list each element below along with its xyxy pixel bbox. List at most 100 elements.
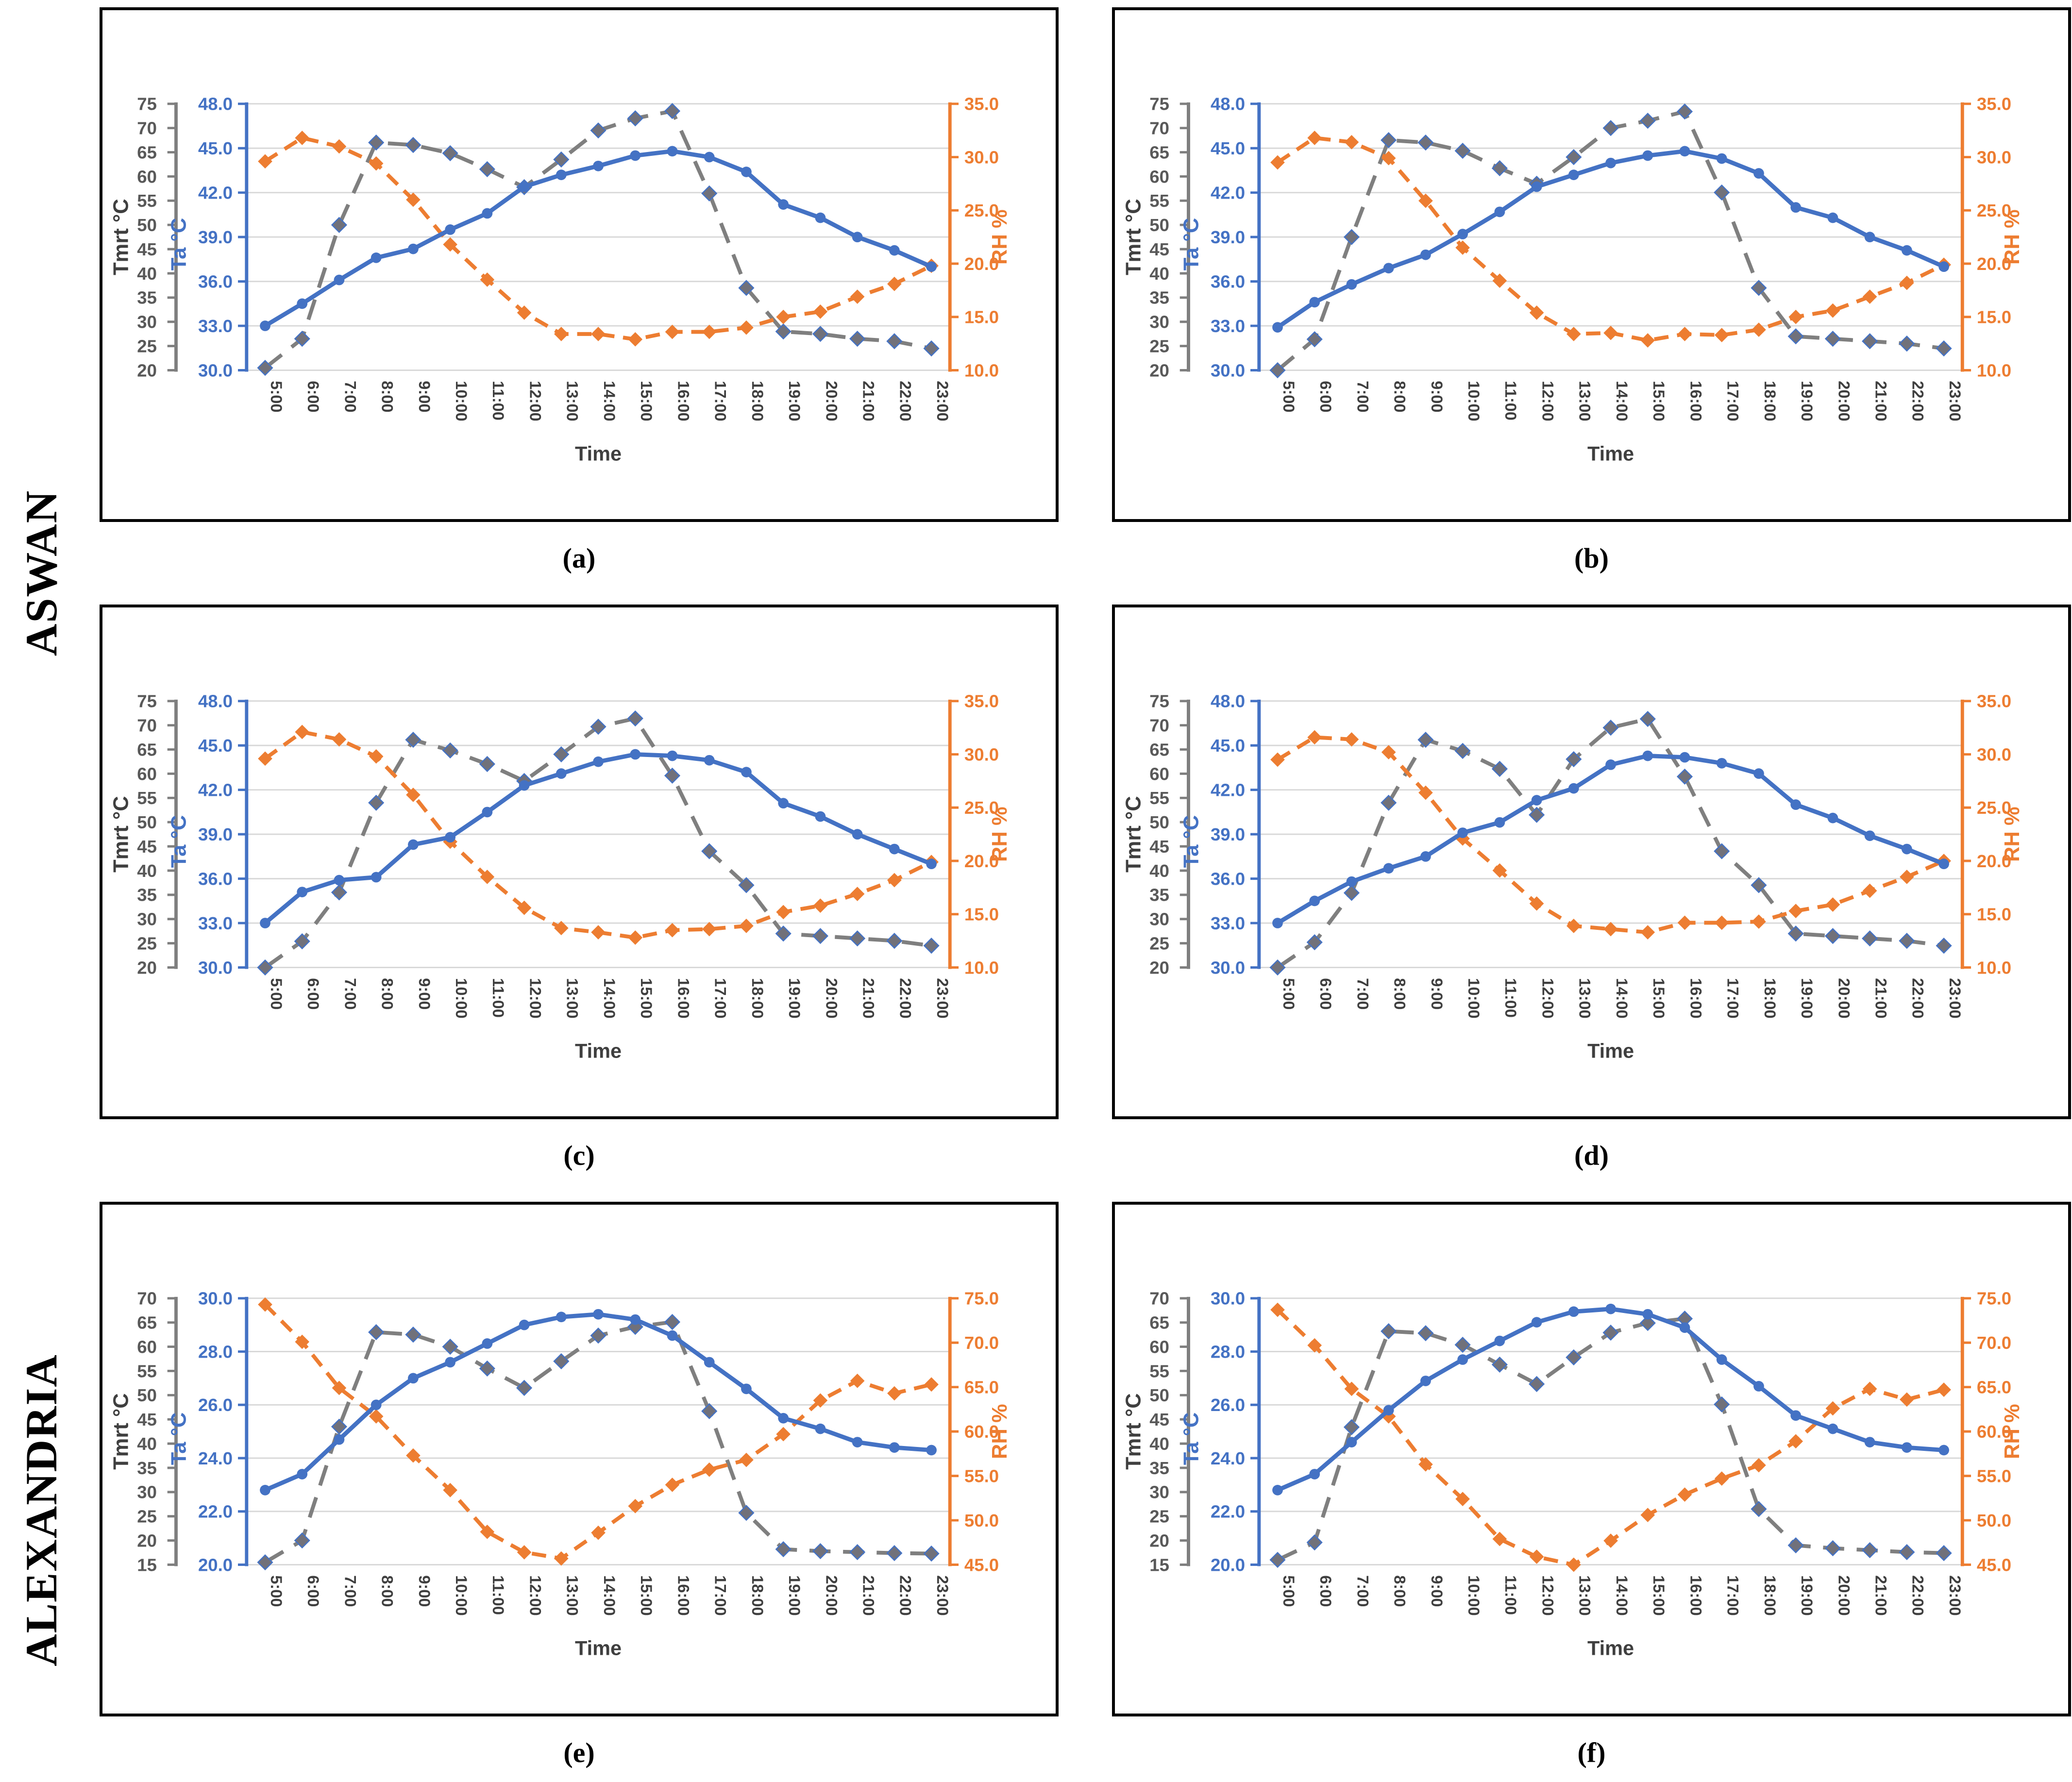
x-tick-label: 14:00 [601,1575,619,1615]
rh-tick-label: 10.0 [1977,958,2011,977]
data-point [1788,904,1803,918]
data-point [665,324,680,339]
series-tmrt [257,103,940,376]
data-point [479,161,495,178]
data-point [741,167,752,177]
series-tmrt [1269,1311,1952,1568]
data-point [1270,1302,1285,1317]
ta-tick-label: 20.0 [198,1555,233,1575]
data-point [408,243,419,254]
data-point [1568,783,1579,794]
ta-axis-title: Ta °C [1179,1412,1203,1465]
tmrt-tick-label: 35 [137,885,157,905]
ta-tick-label: 42.0 [198,183,233,203]
data-point [371,252,382,263]
series-tmrt [1269,711,1952,976]
data-point [702,324,717,339]
tmrt-tick-label: 25 [1149,933,1169,953]
x-tick-label: 5:00 [268,978,286,1009]
data-point [1714,1471,1729,1486]
data-point [1383,263,1394,274]
data-point [1346,279,1357,290]
data-point [1936,340,1952,357]
data-point [445,224,456,235]
data-point [850,289,865,304]
data-point [887,1386,902,1401]
tmrt-axis-title: Tmrt °C [1122,199,1145,275]
x-tick-label: 21:00 [860,1575,878,1615]
x-tick-label: 23:00 [934,381,952,421]
data-point [1751,280,1767,296]
x-tick-label: 23:00 [1946,978,1964,1018]
rh-tick-label: 70.0 [964,1333,999,1353]
data-point [813,1393,828,1408]
rh-tick-label: 25.0 [1977,201,2011,220]
tmrt-tick-label: 70 [1149,118,1169,138]
ta-tick-label: 28.0 [1211,1342,1245,1362]
data-point [1753,1381,1764,1392]
data-point [1899,1544,1915,1561]
x-tick-label: 21:00 [1872,381,1890,421]
data-point [331,217,348,233]
x-tick-label: 21:00 [1872,1575,1890,1615]
tmrt-tick-label: 40 [1149,861,1169,881]
data-point [516,1379,533,1396]
data-point [1346,1437,1357,1447]
x-axis-labels: 5:00 6:00 7:00 8:00 9:00 10:00 11:00 12:00 13:00… [1280,1575,1964,1615]
tmrt-tick-label: 75 [137,691,157,711]
data-point [1938,858,1949,870]
data-point [260,918,270,928]
rh-tick-label: 20.0 [964,254,999,274]
data-point [738,280,755,296]
series-tmrt [1269,103,1952,379]
x-axis-title: Time [1587,1636,1634,1659]
caption-c: (c) [563,1140,595,1171]
tmrt-tick-label: 35 [137,288,157,308]
rh-tick-label: 75.0 [964,1289,999,1309]
data-point [1491,1356,1508,1373]
data-point [741,1383,752,1395]
x-tick-label: 11:00 [1502,978,1520,1018]
gridlines [246,103,950,371]
chart-b-svg: 75 70 65 60 55 50 45 40 35 30 25 20 48.0 45.0 42.0 39.0… [1122,94,2024,465]
data-point [1494,1335,1505,1346]
data-point [519,780,530,791]
data-point [1716,1354,1727,1365]
data-point [406,192,421,207]
data-point [852,829,863,840]
data-point [1344,732,1359,747]
data-point [1864,830,1875,841]
data-point [1714,328,1729,342]
data-point [1566,149,1582,166]
data-point [923,340,940,357]
ta-tick-label: 45.0 [198,736,233,756]
data-point [405,732,421,748]
rh-tick-label: 75.0 [1977,1289,2011,1309]
tmrt-tick-label: 70 [137,716,157,736]
data-point [297,887,308,897]
data-point [334,874,345,886]
data-point [593,160,604,171]
data-point [1529,305,1544,320]
data-point [442,1338,458,1355]
ta-tick-label: 45.0 [198,138,233,158]
x-tick-label: 21:00 [1872,978,1890,1018]
x-tick-label: 22:00 [1909,381,1927,421]
x-tick-label: 5:00 [1280,381,1298,412]
data-point [926,858,937,870]
data-point [664,767,681,784]
data-point [850,1374,865,1388]
data-point [667,1330,678,1341]
x-tick-label: 6:00 [1317,978,1335,1009]
x-axis-title: Time [575,1039,622,1062]
tmrt-tick-label: 55 [137,788,157,808]
tmrt-tick-label: 20 [137,1530,157,1550]
data-point [368,134,385,151]
data-point [553,1353,570,1370]
data-point [1272,1484,1283,1496]
rh-tick-label: 10.0 [964,360,999,380]
tmrt-tick-label: 65 [137,740,157,759]
data-point [1751,1501,1767,1517]
x-tick-label: 18:00 [1761,978,1779,1018]
